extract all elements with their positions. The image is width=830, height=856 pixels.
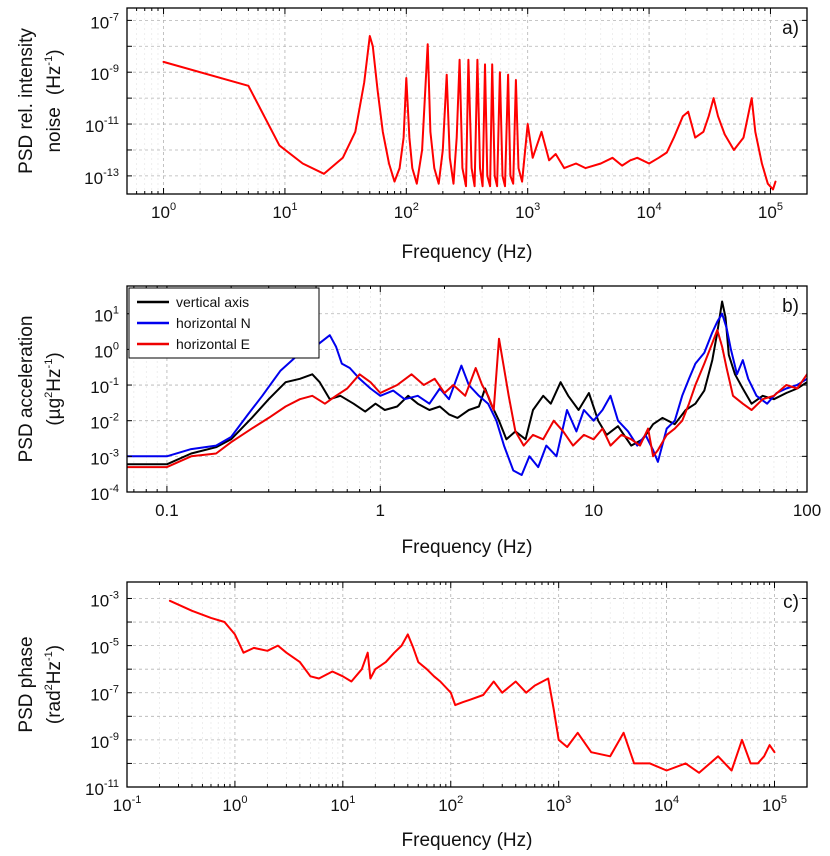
y-axis-label: PSD acceleration (µg2Hz-1) [16,316,65,463]
x-tick-label: 105 [758,201,783,222]
series-line-1 [127,312,807,476]
x-tick-label: 104 [637,201,662,222]
series-line-0 [127,300,807,466]
y-axis-label-line2: noise(Hz-1) [43,49,65,152]
series-line-0 [162,35,777,191]
y-tick-label: 10-1 [90,376,119,397]
y-axis-label: PSD phase (rad2Hz-1) [16,636,65,732]
panel-label: b) [782,296,799,317]
y-axis-label-line1: PSD phase [16,636,37,732]
x-tick-label: 102 [394,201,419,222]
legend-entry: horizontal E [176,336,250,352]
y-tick-label: 101 [94,305,119,326]
grid [126,582,808,788]
y-tick-label: 10-5 [90,637,119,658]
x-tick-label: 10 [584,501,603,520]
series-line-2 [127,329,807,469]
x-tick-label: 102 [438,794,463,815]
legend-entry: horizontal N [176,315,251,331]
y-tick-label: 10-2 [90,412,119,433]
y-tick-label: 10-4 [90,483,119,504]
tick-marks [126,8,808,194]
y-tick-label: 10-13 [84,167,119,188]
panel-c: 10-1 100 101 102 103 104 105 10-11 10-9 10-7 10-5 1… [16,581,808,851]
panel-label: c) [783,592,799,613]
x-tick-label: 101 [272,201,297,222]
x-tick-label: 10-1 [113,794,142,815]
y-tick-label: 10-9 [90,63,119,84]
y-tick-label: 10-9 [90,731,119,752]
series-group [127,300,807,476]
y-axis-label-line1: PSD acceleration [16,316,37,463]
y-tick-label: 10-11 [85,115,119,136]
x-tick-label: 104 [654,794,679,815]
y-tick-label: 10-7 [90,684,119,705]
x-tick-label: 1 [376,501,385,520]
y-axis-label-line1: PSD rel. intensity [16,28,37,174]
y-tick-label: 100 [94,340,119,361]
panel-label: a) [782,18,799,39]
grid [126,8,808,194]
y-axis-label: PSD rel. intensity noise(Hz-1) [16,28,65,174]
y-tick-label: 10-11 [85,778,119,799]
plot-frame [126,7,808,195]
series-group [168,599,776,774]
x-tick-label: 103 [515,201,540,222]
x-tick-label: 101 [330,794,355,815]
y-tick-label: 10-3 [90,589,119,610]
x-tick-label: 105 [762,794,787,815]
x-tick-label: 100 [151,201,176,222]
panel-b: 0.1 1 10 100 10-4 10-3 10-2 10-1 100 101 b) Frequen… [16,285,821,558]
x-tick-label: 103 [546,794,571,815]
y-tick-label: 10-7 [90,11,119,32]
series-line-0 [168,599,776,774]
legend: vertical axis horizontal N horizontal E [128,287,320,359]
x-axis-label: Frequency (Hz) [402,242,533,263]
panel-a: 100 101 102 103 104 105 10-13 10-11 10-9 10-7 a) Fr… [16,7,808,263]
x-tick-label: 0.1 [155,501,179,520]
x-tick-label: 100 [222,794,247,815]
y-tick-label: 10-3 [90,447,119,468]
plot-frame [126,581,808,788]
y-axis-label-unit: (µg2Hz-1) [43,352,65,425]
tick-marks [126,582,808,788]
series-group [162,35,777,191]
x-tick-label: 100 [793,501,821,520]
x-axis-label: Frequency (Hz) [402,830,533,851]
plot-frame [126,285,808,493]
y-axis-label-unit: (rad2Hz-1) [43,645,65,724]
legend-entry: vertical axis [176,294,249,310]
x-axis-label: Frequency (Hz) [402,537,533,558]
